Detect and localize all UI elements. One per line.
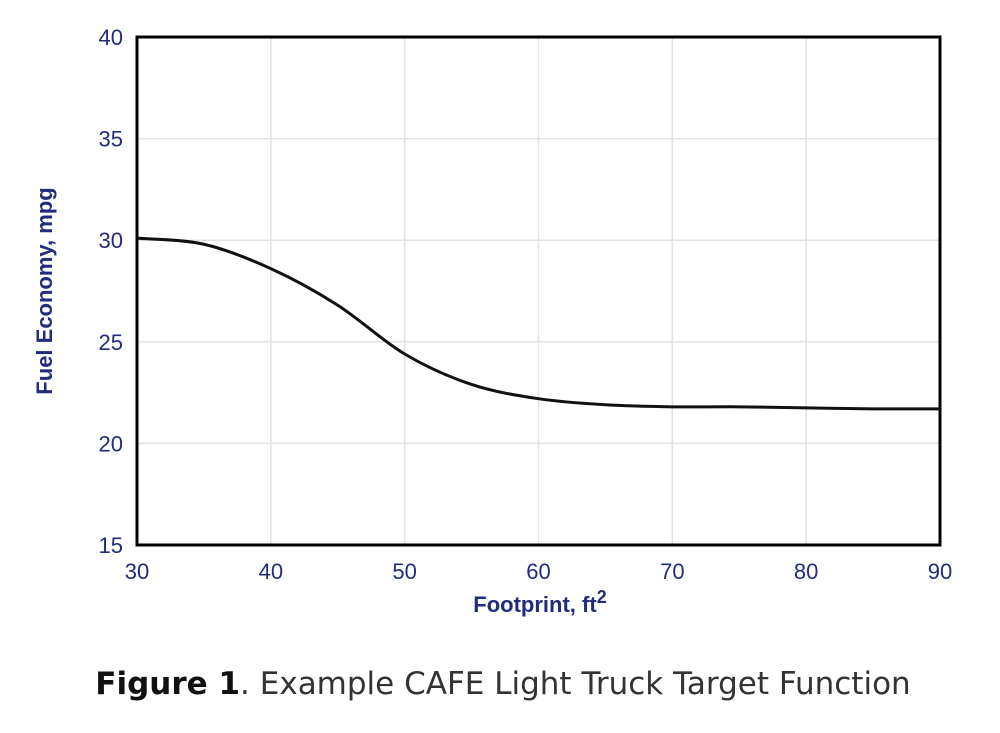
- y-tick-label: 35: [99, 127, 123, 152]
- x-tick-label: 50: [392, 559, 416, 584]
- x-tick-label: 70: [660, 559, 684, 584]
- x-tick-label: 60: [526, 559, 550, 584]
- line: [136, 236, 941, 411]
- y-tick-label: 20: [99, 431, 123, 456]
- x-axis-label: Footprint, ft2: [473, 587, 606, 617]
- caption-text: . Example CAFE Light Truck Target Functi…: [240, 666, 911, 702]
- x-axis-label-text: Footprint, ft: [473, 592, 597, 617]
- caption-label: Figure 1: [95, 666, 240, 702]
- y-axis-label: Fuel Economy, mpg: [32, 187, 57, 394]
- x-axis-label-superscript: 2: [597, 587, 607, 607]
- y-tick-label: 40: [99, 25, 123, 50]
- x-tick-label: 30: [125, 559, 149, 584]
- x-tick-label: 90: [928, 559, 952, 584]
- x-tick-label: 40: [259, 559, 283, 584]
- caption: Figure 1. Example CAFE Light Truck Targe…: [95, 666, 910, 702]
- plot-frame: [135, 35, 942, 547]
- x-tick-label: 80: [794, 559, 818, 584]
- y-tick-label: 25: [99, 330, 123, 355]
- y-tick-label: 15: [99, 533, 123, 558]
- y-tick-label: 30: [99, 228, 123, 253]
